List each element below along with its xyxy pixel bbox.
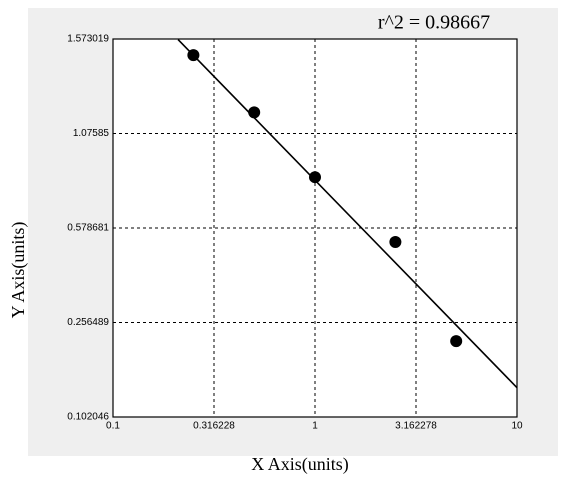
x-tick-label: 0.1: [106, 421, 120, 432]
point: [248, 106, 261, 119]
y-tick-label: 0.578681: [67, 223, 109, 234]
plot-border: [112, 38, 518, 418]
x-tick-label: 10: [511, 421, 523, 432]
x-tick-label: 3.162278: [395, 421, 437, 432]
point: [450, 335, 463, 348]
annotation: r^2 = 0.98667: [378, 12, 490, 34]
y-tick-label: 1.573019: [67, 34, 109, 45]
y-tick-label: 0.256489: [67, 317, 109, 328]
y-axis-label: Y Axis(units): [8, 222, 29, 319]
x-axis-label: X Axis(units): [251, 454, 349, 475]
y-tick-label: 0.102046: [67, 412, 109, 423]
x-tick-label: 0.316228: [193, 421, 235, 432]
point: [389, 235, 402, 248]
point: [309, 171, 321, 184]
y-tick-label: 1.07585: [73, 128, 110, 139]
point: [187, 49, 200, 62]
fit-line: [177, 39, 518, 389]
x-tick-label: 1: [312, 421, 318, 432]
